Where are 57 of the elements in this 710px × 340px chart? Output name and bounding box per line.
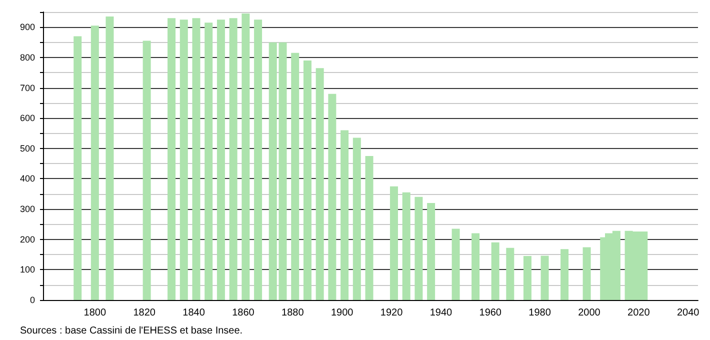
y-tick-label: 100 (20, 264, 35, 275)
bar (352, 138, 361, 300)
y-tick-label: 600 (20, 113, 35, 124)
bar (74, 36, 82, 300)
x-tick-label: 2000 (578, 308, 601, 318)
bar (523, 256, 532, 300)
bar (192, 18, 200, 300)
bar (402, 192, 410, 300)
x-tick-label: 1900 (330, 308, 354, 318)
bar (540, 256, 549, 300)
x-tick-label: 1840 (182, 308, 206, 318)
x-tick-label: 1940 (430, 308, 453, 318)
bar (168, 18, 176, 300)
y-tick-label: 500 (20, 143, 35, 154)
x-tick-label: 1960 (479, 308, 502, 318)
x-tick-label: 2040 (676, 308, 700, 318)
y-tick-label: 0 (30, 295, 35, 305)
bar (303, 60, 312, 300)
bar (268, 42, 277, 300)
y-tick-label: 800 (20, 52, 35, 62)
x-tick-label: 2020 (628, 308, 650, 318)
x-tick-label: 1980 (528, 308, 552, 318)
x-tick-label: 1920 (380, 308, 404, 318)
bar (142, 40, 151, 300)
bar (414, 196, 423, 300)
bar (90, 26, 99, 300)
y-tick-label: 900 (20, 22, 35, 32)
x-tick-label: 1880 (282, 308, 304, 318)
bar (254, 20, 262, 300)
bar (560, 249, 569, 300)
bar (582, 247, 591, 300)
bar (106, 16, 114, 300)
bar (328, 94, 336, 300)
y-tick-label: 700 (20, 82, 35, 93)
bar (204, 22, 213, 300)
bar (242, 14, 250, 300)
y-tick-label: 300 (20, 204, 35, 214)
bar (278, 42, 287, 300)
bar (390, 186, 398, 300)
source-note: Sources : base Cassini de l'EHESS et base Insee. (20, 326, 243, 336)
bar (506, 248, 514, 300)
bar (472, 233, 480, 300)
y-tick-label: 400 (20, 174, 35, 184)
x-tick-label: 1820 (133, 308, 156, 318)
bar (216, 20, 225, 300)
bar (427, 202, 436, 300)
bar (340, 130, 349, 300)
bar (316, 68, 324, 300)
bar (491, 242, 500, 300)
x-tick-label: 1800 (84, 308, 106, 318)
bar (452, 228, 460, 300)
bar (180, 20, 188, 300)
bar (365, 156, 374, 300)
bar (291, 52, 300, 300)
bar (229, 18, 238, 300)
x-tick-label: 1860 (232, 308, 255, 318)
y-tick-label: 200 (20, 234, 35, 244)
